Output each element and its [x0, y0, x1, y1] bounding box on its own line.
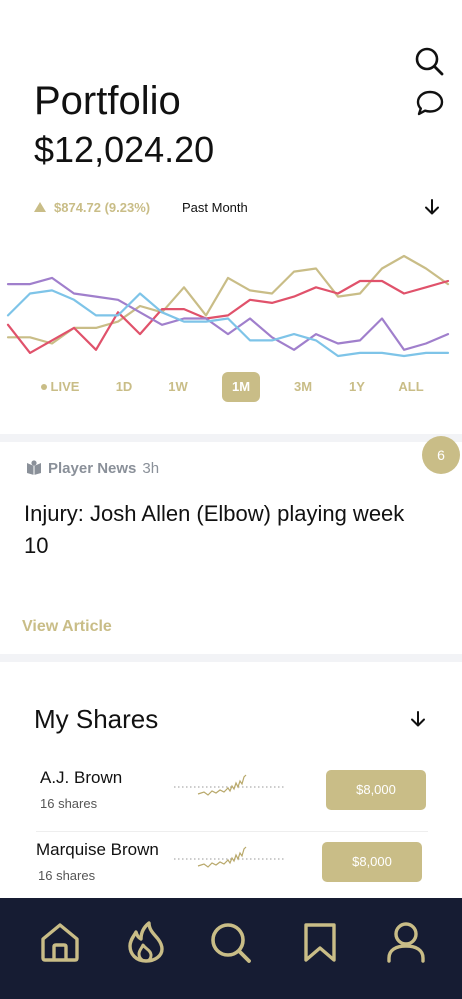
range-tab-1m[interactable]: 1M — [222, 372, 260, 402]
range-tab-all[interactable]: ALL — [398, 379, 424, 394]
news-headline[interactable]: Injury: Josh Allen (Elbow) playing week … — [24, 501, 405, 558]
section-title: My Shares — [34, 704, 159, 734]
player-name: A.J. Brown — [40, 768, 123, 787]
share-price-button[interactable]: $8,000 — [322, 842, 422, 882]
chart-series-line-3 — [6, 276, 450, 351]
range-tab-1d[interactable]: 1D — [115, 379, 133, 394]
range-tab-1y[interactable]: 1Y — [349, 379, 365, 394]
change-value: $874.72 (9.23%) — [54, 200, 151, 215]
share-price-button[interactable]: $8,000 — [326, 770, 426, 810]
chat-bubble-icon[interactable] — [416, 90, 444, 116]
news-time: 3h — [142, 460, 160, 477]
range-tab-label: LIVE — [50, 379, 80, 394]
home-icon[interactable] — [38, 920, 82, 964]
search-icon[interactable] — [208, 920, 252, 964]
performance-row: $874.72 (9.23%) Past Month — [34, 198, 444, 218]
news-icon — [27, 460, 41, 475]
divider — [0, 434, 462, 442]
chart-series-line-1 — [6, 254, 450, 345]
search-icon[interactable] — [414, 46, 444, 76]
my-shares-section: My Shares A.J. Brown 16 shares $8,000 Ma… — [0, 662, 462, 900]
player-name: Marquise Brown — [36, 840, 159, 859]
bottom-tab-bar — [0, 898, 462, 999]
share-row[interactable]: Marquise Brown 16 shares $8,000 — [36, 838, 428, 900]
range-tab-live[interactable]: LIVE — [34, 372, 86, 402]
portfolio-chart — [6, 254, 450, 358]
bookmark-icon[interactable] — [298, 920, 342, 964]
change-period: Past Month — [182, 200, 248, 215]
share-count: 16 shares — [38, 868, 96, 883]
share-row[interactable]: A.J. Brown 16 shares $8,000 — [36, 766, 428, 832]
portfolio-value: $12,024.20 — [34, 129, 215, 170]
range-tabs: LIVE 1D 1W 1M 3M 1Y ALL — [0, 372, 462, 402]
news-source: Player News — [48, 460, 137, 477]
range-tab-1w[interactable]: 1W — [168, 379, 188, 394]
divider — [0, 654, 462, 662]
news-meta: Player News 3h — [26, 460, 159, 477]
arrow-down-icon[interactable] — [424, 198, 440, 219]
profile-icon[interactable] — [384, 920, 428, 964]
live-dot-icon — [40, 383, 47, 390]
sparkline-chart — [174, 846, 286, 868]
news-card[interactable]: 6 Player News 3h Injury: Josh Allen (Elbo… — [0, 436, 462, 654]
chart-series-line-4 — [6, 289, 450, 358]
range-tab-3m[interactable]: 3M — [293, 379, 313, 394]
notification-badge[interactable]: 6 — [422, 436, 460, 474]
up-triangle-icon — [34, 202, 46, 212]
chart-series-line-2 — [6, 279, 450, 355]
fire-icon[interactable] — [124, 920, 168, 964]
view-article-link[interactable]: View Article — [22, 618, 112, 635]
arrow-down-icon[interactable] — [410, 710, 426, 733]
page-title: Portfolio — [34, 79, 181, 123]
share-count: 16 shares — [40, 796, 98, 811]
sparkline-chart — [174, 774, 286, 796]
